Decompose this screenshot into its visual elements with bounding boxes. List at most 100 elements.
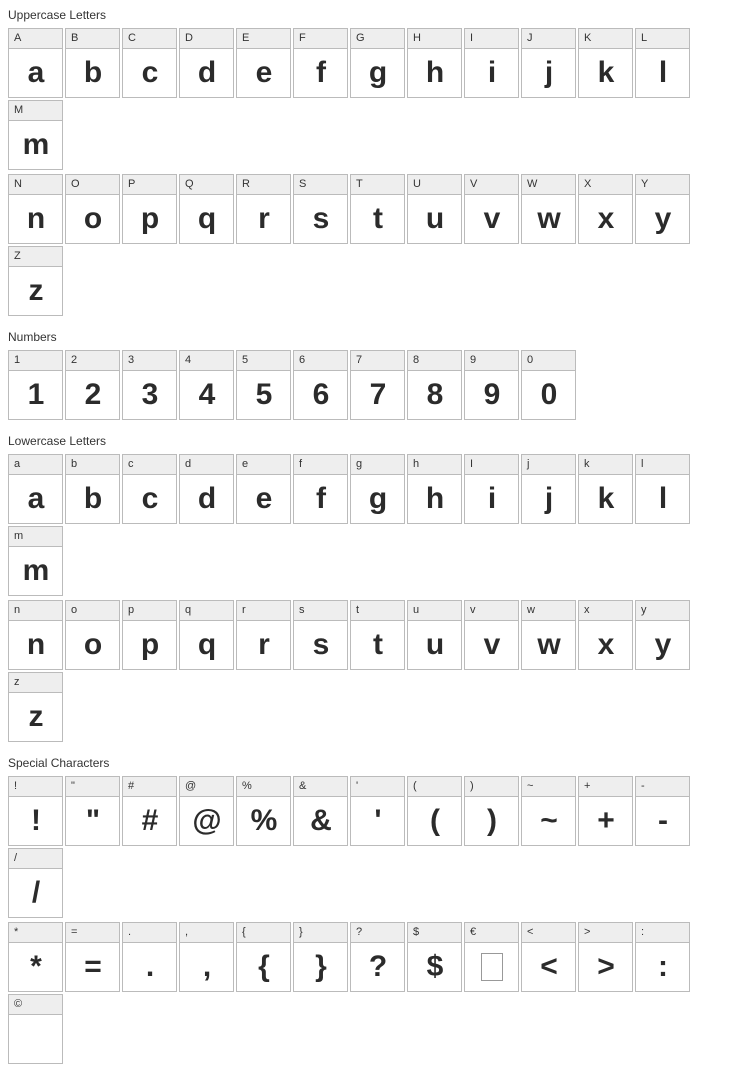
char-cell[interactable]: Tt bbox=[350, 174, 405, 244]
char-cell[interactable]: uu bbox=[407, 600, 462, 670]
char-glyph: } bbox=[294, 943, 347, 991]
char-cell[interactable]: Ii bbox=[464, 454, 519, 524]
char-cell[interactable]: dd bbox=[179, 454, 234, 524]
char-cell[interactable]: !! bbox=[8, 776, 63, 846]
char-cell[interactable]: Mm bbox=[8, 100, 63, 170]
char-cell[interactable]: Ii bbox=[464, 28, 519, 98]
char-cell[interactable]: aa bbox=[8, 454, 63, 524]
char-cell[interactable]: Ee bbox=[236, 28, 291, 98]
char-cell[interactable]: 99 bbox=[464, 350, 519, 420]
char-cell[interactable]: Yy bbox=[635, 174, 690, 244]
char-glyph: k bbox=[579, 475, 632, 523]
char-cell[interactable]: jj bbox=[521, 454, 576, 524]
char-cell[interactable]: hh bbox=[407, 454, 462, 524]
char-cell[interactable]: %% bbox=[236, 776, 291, 846]
section-title: Uppercase Letters bbox=[8, 8, 740, 22]
char-cell[interactable]: ?? bbox=[350, 922, 405, 992]
char-cell[interactable]: ll bbox=[635, 454, 690, 524]
char-cell[interactable]: yy bbox=[635, 600, 690, 670]
char-cell[interactable]: ff bbox=[293, 454, 348, 524]
char-cell[interactable]: Dd bbox=[179, 28, 234, 98]
char-cell[interactable]: -- bbox=[635, 776, 690, 846]
char-cell[interactable]: ss bbox=[293, 600, 348, 670]
char-cell[interactable]: Hh bbox=[407, 28, 462, 98]
char-cell[interactable]: Vv bbox=[464, 174, 519, 244]
char-cell[interactable]: mm bbox=[8, 526, 63, 596]
char-cell[interactable]: kk bbox=[578, 454, 633, 524]
char-cell[interactable]: oo bbox=[65, 600, 120, 670]
char-cell[interactable]: rr bbox=[236, 600, 291, 670]
char-cell[interactable]: && bbox=[293, 776, 348, 846]
char-cell[interactable]: 33 bbox=[122, 350, 177, 420]
char-cell[interactable]: cc bbox=[122, 454, 177, 524]
char-cell[interactable]: (( bbox=[407, 776, 462, 846]
char-cell[interactable]: gg bbox=[350, 454, 405, 524]
char-cell[interactable]: == bbox=[65, 922, 120, 992]
char-cell[interactable]: 77 bbox=[350, 350, 405, 420]
char-cell[interactable]: Ll bbox=[635, 28, 690, 98]
char-cell[interactable]: Xx bbox=[578, 174, 633, 244]
char-cell[interactable]: >> bbox=[578, 922, 633, 992]
char-cell[interactable]: @@ bbox=[179, 776, 234, 846]
char-cell[interactable]: Qq bbox=[179, 174, 234, 244]
char-cell[interactable]: 55 bbox=[236, 350, 291, 420]
char-glyph: 9 bbox=[465, 371, 518, 419]
char-cell[interactable]: 11 bbox=[8, 350, 63, 420]
char-cell[interactable]: .. bbox=[122, 922, 177, 992]
char-cell[interactable]: $$ bbox=[407, 922, 462, 992]
char-cell[interactable]: Uu bbox=[407, 174, 462, 244]
char-cell[interactable]: Zz bbox=[8, 246, 63, 316]
section-title: Numbers bbox=[8, 330, 740, 344]
char-cell[interactable]: ee bbox=[236, 454, 291, 524]
char-cell[interactable]: ** bbox=[8, 922, 63, 992]
char-cell[interactable]: Rr bbox=[236, 174, 291, 244]
char-cell[interactable]: 44 bbox=[179, 350, 234, 420]
char-cell[interactable]: Kk bbox=[578, 28, 633, 98]
char-cell[interactable]: Cc bbox=[122, 28, 177, 98]
char-cell[interactable]: Nn bbox=[8, 174, 63, 244]
char-cell[interactable]: € bbox=[464, 922, 519, 992]
char-cell[interactable]: )) bbox=[464, 776, 519, 846]
char-cell[interactable]: }} bbox=[293, 922, 348, 992]
char-cell[interactable]: © bbox=[8, 994, 63, 1064]
char-cell[interactable]: Gg bbox=[350, 28, 405, 98]
char-cell[interactable]: nn bbox=[8, 600, 63, 670]
char-cell[interactable]: Ff bbox=[293, 28, 348, 98]
char-glyph: g bbox=[351, 49, 404, 97]
section-title: Lowercase Letters bbox=[8, 434, 740, 448]
char-cell[interactable]: xx bbox=[578, 600, 633, 670]
char-key: $ bbox=[408, 923, 461, 943]
char-cell[interactable]: "" bbox=[65, 776, 120, 846]
char-cell[interactable]: Aa bbox=[8, 28, 63, 98]
char-cell[interactable]: 00 bbox=[521, 350, 576, 420]
char-cell[interactable]: Bb bbox=[65, 28, 120, 98]
char-cell[interactable]: tt bbox=[350, 600, 405, 670]
char-cell[interactable]: 66 bbox=[293, 350, 348, 420]
char-cell[interactable]: Oo bbox=[65, 174, 120, 244]
char-cell[interactable]: zz bbox=[8, 672, 63, 742]
char-cell[interactable]: << bbox=[521, 922, 576, 992]
char-cell[interactable]: Pp bbox=[122, 174, 177, 244]
char-glyph: f bbox=[294, 49, 347, 97]
char-cell[interactable]: Ss bbox=[293, 174, 348, 244]
char-cell[interactable]: vv bbox=[464, 600, 519, 670]
char-key: * bbox=[9, 923, 62, 943]
char-cell[interactable]: {{ bbox=[236, 922, 291, 992]
char-key: S bbox=[294, 175, 347, 195]
char-cell[interactable]: ww bbox=[521, 600, 576, 670]
char-cell[interactable]: // bbox=[8, 848, 63, 918]
char-cell[interactable]: '' bbox=[350, 776, 405, 846]
char-cell[interactable]: 22 bbox=[65, 350, 120, 420]
char-cell[interactable]: :: bbox=[635, 922, 690, 992]
char-cell[interactable]: bb bbox=[65, 454, 120, 524]
char-cell[interactable]: Ww bbox=[521, 174, 576, 244]
char-cell[interactable]: Jj bbox=[521, 28, 576, 98]
char-cell[interactable]: ## bbox=[122, 776, 177, 846]
char-cell[interactable]: qq bbox=[179, 600, 234, 670]
char-cell[interactable]: ,, bbox=[179, 922, 234, 992]
char-cell[interactable]: ++ bbox=[578, 776, 633, 846]
char-cell[interactable]: pp bbox=[122, 600, 177, 670]
char-cell[interactable]: ~~ bbox=[521, 776, 576, 846]
char-cell[interactable]: 88 bbox=[407, 350, 462, 420]
char-glyph: x bbox=[579, 621, 632, 669]
